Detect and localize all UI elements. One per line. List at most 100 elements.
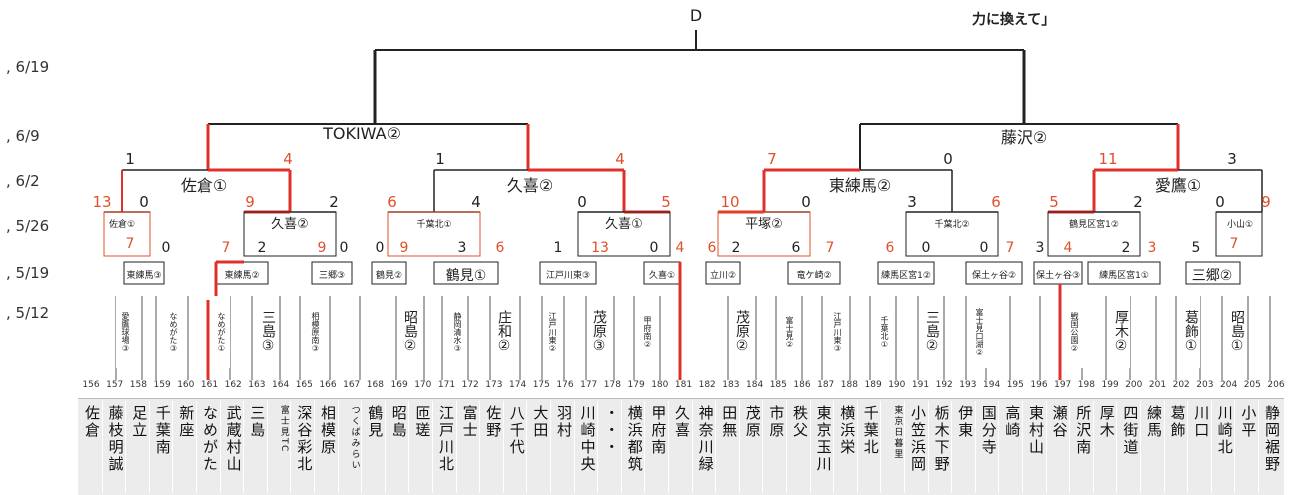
seed-number: 177 [580,380,598,390]
seed-number: 179 [627,380,645,390]
score: 1 [553,240,563,256]
team-divider [1163,401,1165,493]
seed-number: 172 [461,380,479,390]
seed-number: 203 [1196,380,1214,390]
team-name-panel: 佐倉 藤枝明誠 足立 千葉南 新座 なめがた 武蔵村山 三島 富士見TC 深谷彩北 相模原 つくばみら… [78,398,1284,495]
team-divider [455,401,457,493]
round32-team: 保土ヶ谷② [971,271,1017,281]
round32-team: 立川② [709,271,737,281]
team-name: 江戸川北 [437,405,455,473]
team-name: 鶴見 [366,405,385,439]
score: 7 [1229,236,1239,252]
final-label: D [689,6,703,25]
team-name: 練馬 [1145,405,1163,439]
team-name: ・・・ [602,405,621,456]
round32-team: 鶴見② [375,271,403,281]
team-divider [172,401,174,493]
team-name: 四街道 [1121,405,1140,456]
score: 9 [1261,193,1271,211]
team-name: つくばみらい [349,405,360,471]
team-name: 大田 [531,405,550,439]
seed-number: 162 [224,380,242,390]
team-divider [479,401,481,493]
team-name: 秩父 [791,405,809,439]
score: 3 [457,240,467,256]
seed-number: 198 [1077,380,1095,390]
team-name: 匝瑳 [413,405,432,439]
slot-team: 厚木② [1112,296,1130,368]
team-divider [502,401,504,493]
team-name: 藤枝明誠 [106,405,125,473]
score: 0 [375,240,385,256]
team-divider [786,401,787,493]
team-divider [408,401,410,493]
team-divider [644,401,646,493]
team-name: 瀬谷 [1050,405,1069,439]
quarterfinal-team: 久喜② [506,176,554,195]
round32-team: 練馬区宮1② [881,271,931,281]
team-divider [290,401,292,493]
team-divider [1045,401,1047,493]
team-name: 羽村 [555,405,573,439]
date-label: , 6/2 [6,172,40,190]
team-divider [125,401,127,493]
round32-team: 東練馬③ [126,271,162,281]
team-divider [432,401,433,493]
team-divider [738,401,740,493]
team-divider [384,401,386,493]
seed-number: 158 [129,380,147,390]
team-divider [927,401,929,493]
slot-team: 相模原南③ [306,296,324,368]
round32-team: 三郷② [1191,268,1233,284]
team-divider [196,401,197,493]
slot-team: 庄和② [495,296,513,368]
team-name: 小笠浜岡 [909,405,927,473]
team-divider [1092,401,1094,493]
team-name: 茂原 [743,405,762,439]
team-divider [1069,401,1071,493]
seed-number: 157 [106,380,124,390]
round32-team: 東練馬② [224,271,260,281]
seed-number: 165 [295,380,313,390]
team-divider [880,401,882,493]
team-divider [856,401,858,493]
seed-number: 173 [485,380,503,390]
seed-number: 178 [603,380,621,390]
score: 10 [720,193,740,211]
team-name: 久喜 [673,405,691,439]
score: 0 [921,240,931,256]
team-divider [974,401,976,493]
score: 6 [791,240,801,256]
team-divider [620,401,622,493]
team-name: 千葉北 [861,405,880,456]
slot-team: 千葉北① [875,296,893,368]
round32-team: 練馬区宮1① [1099,271,1149,281]
seed-number: 195 [1006,380,1024,390]
team-divider [1187,401,1189,493]
seed-number: 200 [1125,380,1143,390]
seed-number: 193 [959,380,977,390]
seed-number: 159 [153,380,171,390]
score: 6 [991,193,1001,211]
round32-team: 江戸川東③ [545,271,591,281]
team-name: 足立 [130,405,149,439]
team-divider [337,401,339,493]
score: 4 [471,193,481,211]
team-divider [668,401,669,493]
score: 6 [885,240,895,256]
score: 3 [1227,150,1237,168]
slot-team: 富士見② [780,296,798,368]
quarterfinal-team: 佐倉① [180,176,228,195]
team-name: 川崎北 [1215,405,1234,456]
round16-team: 久喜② [271,217,309,232]
score: 6 [495,240,505,256]
score: 0 [979,240,989,256]
date-label: , 5/26 [6,217,50,235]
team-name: 佐倉 [83,405,101,439]
seed-number: 174 [509,380,527,390]
seed-number: 185 [769,380,787,390]
seed-number: 175 [532,380,550,390]
date-label: , 5/12 [6,304,50,322]
score: 0 [577,193,587,211]
round16-team: 小山① [1226,220,1254,230]
